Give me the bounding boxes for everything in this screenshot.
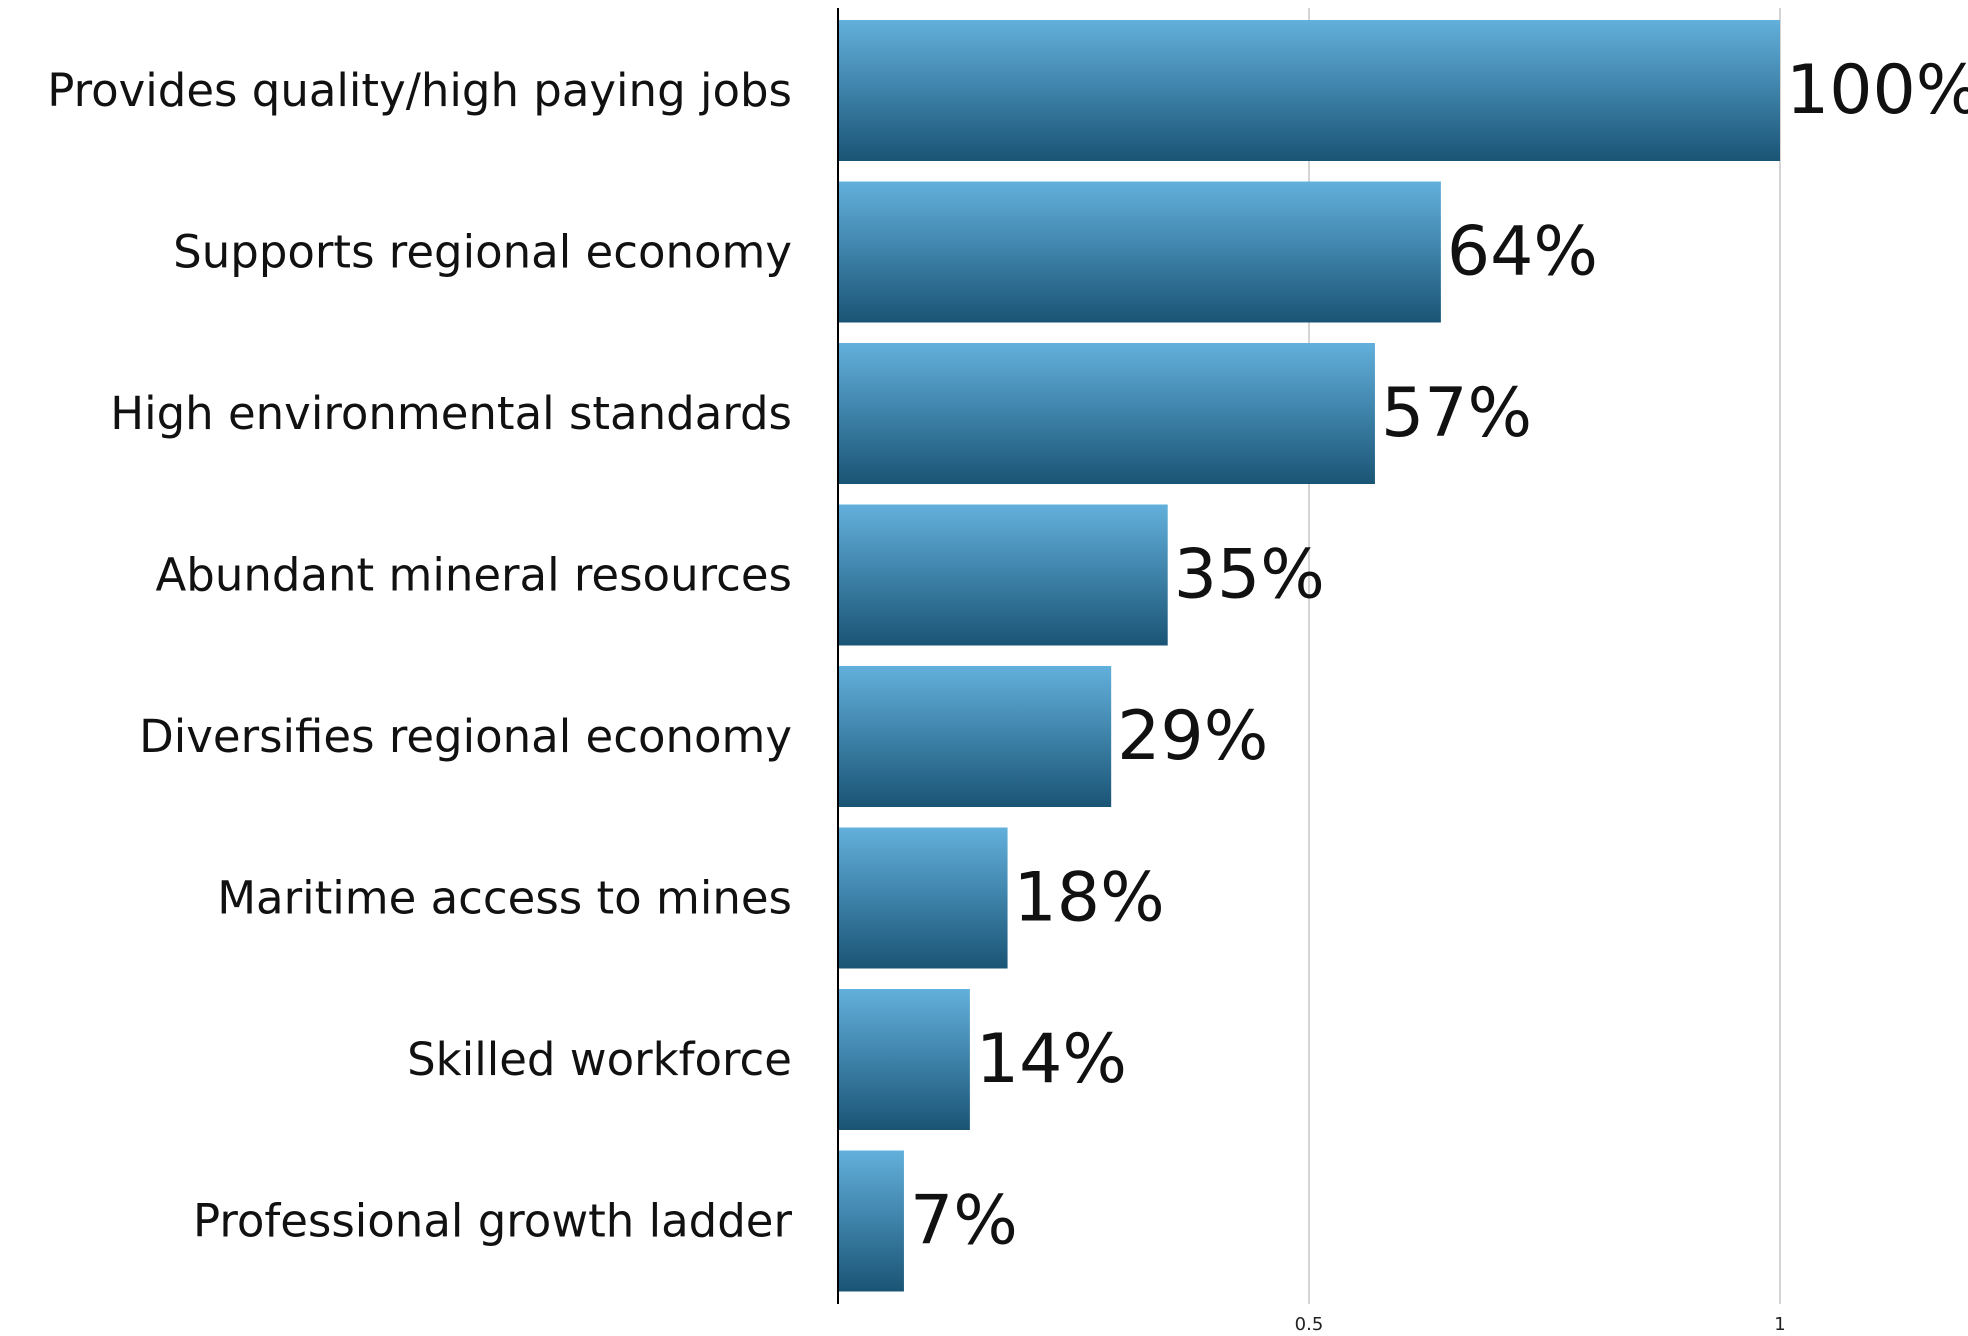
value-label: 7% [910, 1182, 1018, 1261]
category-label: Supports regional economy [173, 226, 792, 279]
bar [838, 1150, 904, 1292]
bar [838, 827, 1008, 969]
bar [838, 989, 970, 1130]
value-label: 35% [1174, 536, 1325, 615]
category-label: Abundant mineral resources [155, 549, 792, 602]
bar [838, 504, 1168, 646]
x-tick-label: 0.5 [1295, 1314, 1324, 1335]
category-label: Skilled workforce [407, 1033, 792, 1086]
bar [838, 343, 1375, 484]
bar [838, 20, 1780, 161]
bar-layer [838, 20, 1780, 1292]
bar [838, 181, 1441, 323]
category-label: Provides quality/high paying jobs [47, 64, 792, 117]
x-tick-label: 1 [1774, 1314, 1785, 1335]
category-label: High environmental standards [110, 387, 792, 440]
category-label: Professional growth ladder [193, 1195, 793, 1248]
category-label: Maritime access to mines [217, 872, 792, 925]
label-layer: Provides quality/high paying jobs 100% Sup… [47, 51, 1968, 1261]
value-label: 29% [1117, 697, 1268, 776]
value-label: 57% [1381, 374, 1532, 453]
value-label: 14% [976, 1020, 1127, 1099]
value-label: 100% [1786, 51, 1968, 130]
value-label: 18% [1014, 859, 1165, 938]
value-label: 64% [1447, 213, 1598, 292]
category-label: Diversifies regional economy [139, 710, 792, 763]
bar [838, 666, 1112, 807]
